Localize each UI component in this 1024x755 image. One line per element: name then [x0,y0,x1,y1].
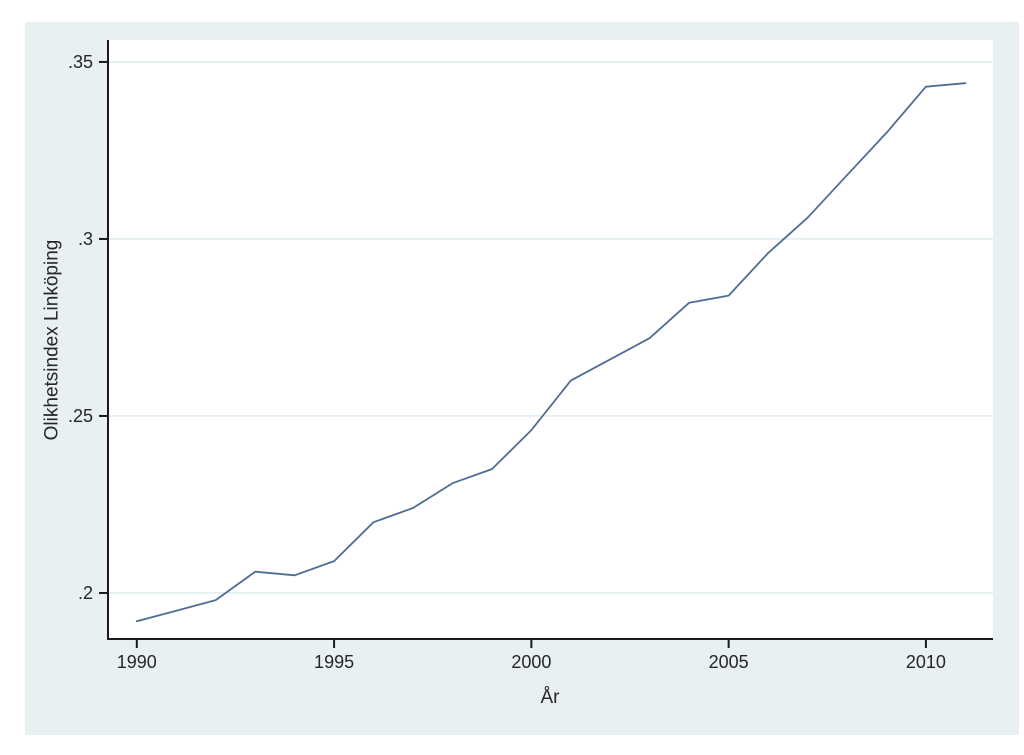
tick-marks [99,60,927,648]
y-tick-label: .25 [67,405,93,426]
y-tick-label: .3 [77,228,93,249]
x-tick-label: 2000 [511,652,552,672]
data-series [135,82,967,623]
x-tick-label: 1995 [314,652,355,672]
data-line [135,82,967,623]
axes [107,40,993,640]
plot-area [108,40,993,639]
y-tick-label: .2 [77,582,93,603]
gridlines [108,61,993,594]
y-tick-label: .35 [67,51,93,72]
x-tick-label: 2010 [905,652,946,672]
y-axis-title: Olikhetsindex Linköping [41,239,63,441]
x-axis-title: År [540,687,560,708]
x-tick-label: 1990 [116,652,157,672]
x-tick-label: 2005 [708,652,749,672]
